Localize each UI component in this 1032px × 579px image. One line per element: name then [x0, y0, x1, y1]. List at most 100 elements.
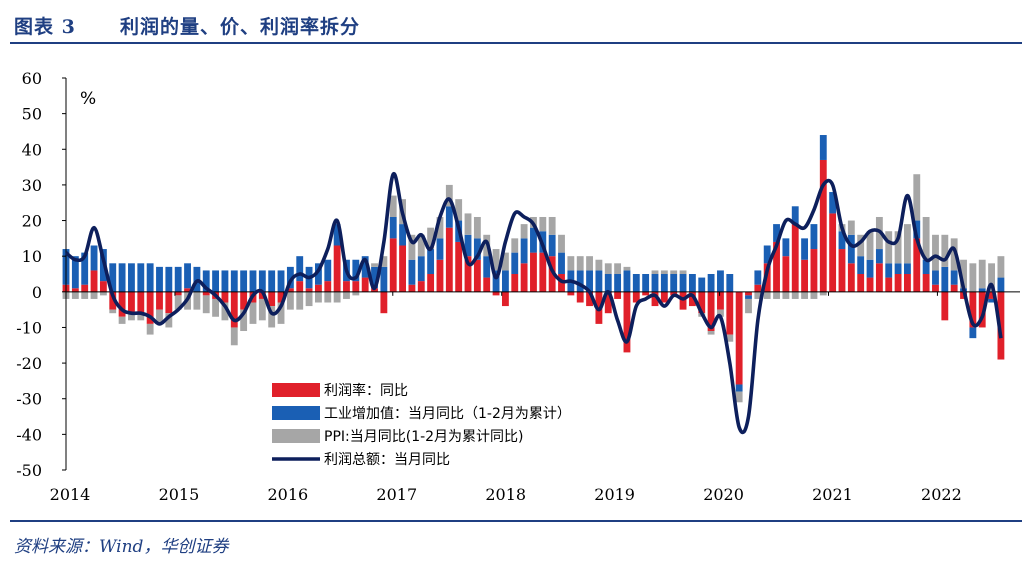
- bar-segment: [548, 216, 556, 235]
- bar-segment: [109, 309, 117, 314]
- bar-segment: [894, 274, 902, 292]
- bar-segment: [735, 391, 743, 403]
- bars-layer: [62, 135, 1005, 403]
- bar-segment: [838, 231, 846, 250]
- bar-segment: [520, 224, 528, 239]
- bar-segment: [913, 220, 921, 239]
- bar-segment: [763, 245, 771, 264]
- bar-segment: [277, 302, 285, 324]
- bar-segment: [212, 298, 220, 317]
- bar-segment: [791, 224, 799, 292]
- bar-segment: [642, 274, 650, 292]
- bar-segment: [773, 241, 780, 292]
- y-tick-label: -30: [16, 390, 42, 409]
- bar-segment: [782, 256, 790, 292]
- bar-segment: [352, 259, 360, 282]
- bar-segment: [829, 213, 837, 292]
- y-tick-label: -10: [16, 318, 42, 337]
- bar-segment: [614, 274, 622, 292]
- bar-segment: [399, 224, 406, 246]
- bar-segment: [698, 291, 706, 314]
- bar-segment: [782, 291, 790, 299]
- bar-segment: [146, 323, 154, 335]
- bar-segment: [99, 281, 107, 292]
- bar-segment: [445, 206, 453, 228]
- bar-segment: [240, 291, 248, 310]
- bar-segment: [511, 252, 519, 274]
- header: 图表 3 利润的量、价、利润率拆分: [0, 0, 1032, 44]
- bar-segment: [193, 291, 201, 310]
- bar-segment: [894, 231, 902, 264]
- bar-segment: [530, 227, 537, 253]
- bar-segment: [230, 327, 238, 346]
- bar-segment: [118, 291, 126, 317]
- bar-segment: [109, 263, 117, 292]
- bar-segment: [922, 216, 930, 260]
- y-tick-label: -40: [16, 425, 42, 444]
- bar-segment: [604, 291, 612, 314]
- bar-segment: [614, 291, 622, 299]
- bar-segment: [885, 231, 893, 264]
- bar-segment: [436, 238, 444, 260]
- bar-segment: [408, 284, 416, 292]
- bar-segment: [745, 295, 752, 299]
- bar-segment: [305, 291, 313, 307]
- bar-segment: [810, 224, 818, 250]
- bar-segment: [71, 288, 79, 292]
- bar-segment: [717, 270, 724, 292]
- bar-segment: [941, 234, 949, 267]
- bar-segment: [726, 291, 734, 335]
- bar-segment: [221, 302, 229, 321]
- figure-title: 利润的量、价、利润率拆分: [120, 16, 361, 38]
- bar-segment: [249, 302, 257, 324]
- figure-label: 图表 3: [14, 16, 76, 38]
- bar-segment: [240, 270, 248, 292]
- bar-segment: [941, 291, 949, 321]
- bar-segment: [389, 238, 397, 292]
- bar-segment: [969, 263, 977, 292]
- bar-segment: [604, 274, 612, 292]
- bar-segment: [221, 291, 229, 303]
- bar-segment: [904, 274, 911, 292]
- y-tick-label: 40: [22, 140, 42, 159]
- bar-segment: [417, 234, 425, 257]
- bar-segment: [754, 291, 762, 299]
- bar-segment: [717, 309, 724, 317]
- bar-segment: [707, 291, 715, 332]
- bar-segment: [333, 291, 341, 303]
- bar-segment: [969, 291, 977, 328]
- bar-segment: [399, 245, 406, 292]
- bar-segment: [361, 256, 369, 278]
- bar-segment: [258, 298, 266, 321]
- bar-segment: [614, 263, 622, 274]
- bar-segment: [380, 291, 388, 314]
- bar-segment: [576, 256, 584, 271]
- bar-segment: [950, 238, 958, 271]
- bar-segment: [885, 277, 893, 292]
- bar-segment: [632, 291, 640, 303]
- bar-segment: [679, 274, 687, 292]
- bar-segment: [128, 313, 135, 321]
- source-note: 资料来源：Wind，华创证券: [14, 537, 229, 557]
- bar-segment: [978, 288, 986, 292]
- bar-segment: [988, 298, 995, 303]
- bar-segment: [651, 274, 659, 292]
- bar-segment: [501, 270, 509, 292]
- bar-segment: [913, 174, 921, 221]
- bar-segment: [343, 281, 350, 292]
- bar-segment: [258, 291, 266, 299]
- bar-segment: [90, 245, 98, 271]
- x-tick-label: 2019: [594, 485, 635, 504]
- bar-segment: [810, 249, 818, 292]
- bar-segment: [969, 327, 977, 339]
- bar-segment: [221, 270, 229, 292]
- bar-segment: [875, 263, 883, 292]
- bar-segment: [165, 313, 173, 328]
- bar-segment: [604, 263, 612, 274]
- bar-segment: [230, 291, 238, 328]
- bar-segment: [838, 249, 846, 292]
- bar-segment: [950, 284, 958, 292]
- bar-segment: [343, 291, 350, 299]
- x-tick-label: 2022: [921, 485, 962, 504]
